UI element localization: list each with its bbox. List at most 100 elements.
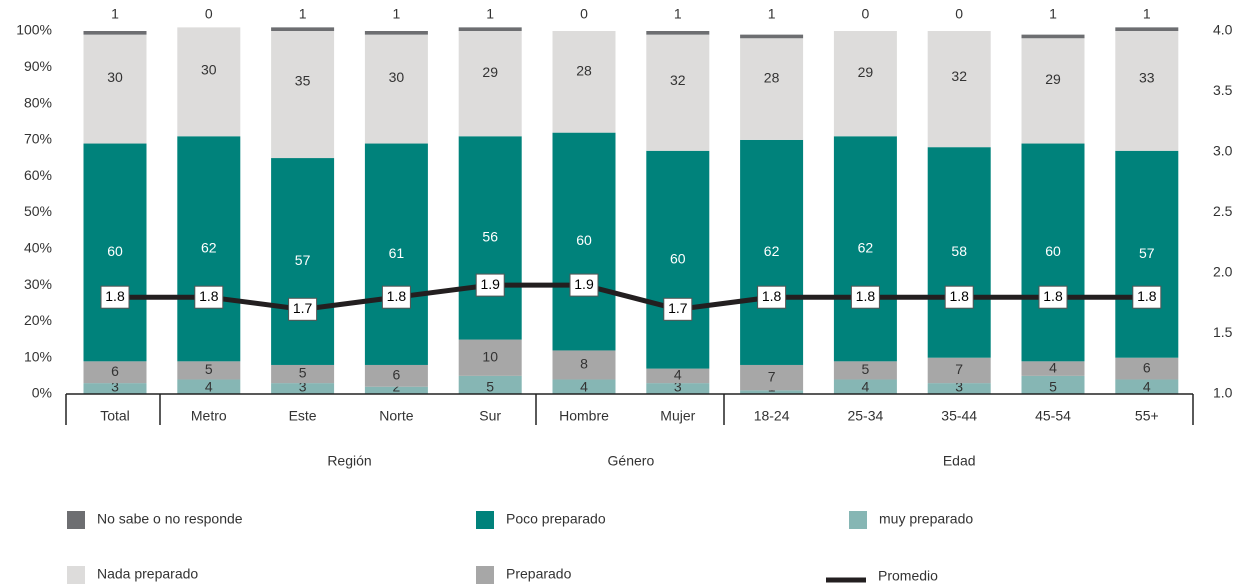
data-label: 57 (1139, 245, 1155, 261)
bar-segment (458, 375, 522, 394)
line-label: 1.9 (574, 276, 594, 292)
legend-swatch (67, 566, 85, 584)
bar-segment (458, 136, 522, 340)
bar-segment (177, 361, 241, 380)
data-label: 0 (205, 6, 213, 22)
line-label-box (757, 285, 787, 309)
line-label-box (475, 273, 505, 297)
line-label-box (663, 297, 693, 321)
bar-segment (364, 34, 428, 144)
y-tick-label: 50% (24, 203, 52, 219)
y-tick-label: 30% (24, 276, 52, 292)
data-label: 5 (1049, 379, 1057, 395)
y-tick-label: 10% (24, 348, 52, 364)
line-label: 1.8 (949, 288, 969, 304)
line-label: 1.8 (856, 288, 876, 304)
data-label: 5 (205, 361, 213, 377)
group-label: Género (608, 453, 655, 469)
line-label: 1.8 (105, 288, 125, 304)
data-label: 1 (768, 6, 776, 22)
legend-label: Preparado (506, 566, 572, 582)
data-label: 5 (486, 379, 494, 395)
data-label: 60 (1045, 243, 1061, 259)
y-tick-label: 0% (32, 385, 52, 401)
legend-label: muy preparado (879, 511, 973, 527)
data-label: 32 (670, 72, 686, 88)
y-tick-label: 60% (24, 167, 52, 183)
bar-segment (927, 383, 991, 394)
y-tick-label: 100% (16, 22, 52, 38)
bar-segment (458, 339, 522, 376)
x-tick-label: 25-34 (847, 408, 883, 424)
bar-segment (177, 136, 241, 362)
data-label: 1 (299, 6, 307, 22)
data-label: 4 (1143, 379, 1151, 395)
data-label: 4 (674, 367, 682, 383)
bar-segment (364, 386, 428, 394)
bar-segment (646, 31, 710, 35)
data-label: 3 (674, 379, 682, 395)
bar-segment (1021, 361, 1085, 376)
data-label: 35 (295, 73, 311, 89)
line-label-box (944, 285, 974, 309)
data-label: 1 (486, 6, 494, 22)
line-label-box (100, 285, 130, 309)
group-label: Región (327, 453, 371, 469)
x-tick-label: Norte (379, 408, 413, 424)
data-label: 56 (482, 229, 498, 245)
data-label: 5 (299, 365, 307, 381)
bar-segment (646, 34, 710, 151)
bar-segment (364, 143, 428, 365)
bar-segment (646, 150, 710, 369)
y2-tick-label: 2.0 (1213, 264, 1233, 280)
x-tick-label: 45-54 (1035, 408, 1071, 424)
data-label: 6 (111, 363, 119, 379)
x-tick-label: Metro (191, 408, 227, 424)
data-label: 0 (580, 6, 588, 22)
data-label: 3 (111, 379, 119, 395)
line-label-box (850, 285, 880, 309)
line-label: 1.8 (199, 288, 219, 304)
legend-label: Poco preparado (506, 511, 606, 527)
bar-segment (552, 31, 616, 133)
data-label: 4 (862, 379, 870, 395)
data-label: 1 (1143, 6, 1151, 22)
bar-segment (1021, 38, 1085, 144)
data-label: 6 (393, 367, 401, 383)
bar-segment (1021, 375, 1085, 394)
legend-swatch (476, 511, 494, 529)
legend-swatch (67, 511, 85, 529)
data-label: 60 (670, 250, 686, 266)
line-label-box (381, 285, 411, 309)
bar-segment (552, 350, 616, 380)
x-tick-label: 18-24 (754, 408, 790, 424)
x-tick-label: Total (100, 408, 130, 424)
bar-segment (552, 132, 616, 351)
legend-label: Promedio (878, 568, 938, 584)
data-label: 30 (107, 69, 123, 85)
x-tick-label: 55+ (1135, 408, 1159, 424)
legend-label: Nada preparado (97, 566, 198, 582)
data-label: 4 (1049, 359, 1057, 375)
bar-segment (83, 31, 147, 35)
data-label: 1 (1049, 6, 1057, 22)
bar-segment (458, 27, 522, 31)
line-label-box (288, 297, 318, 321)
data-label: 7 (955, 361, 963, 377)
line-label: 1.9 (480, 276, 500, 292)
x-tick-label: Hombre (559, 408, 609, 424)
bar-segment (1115, 150, 1179, 358)
bar-segment (646, 383, 710, 394)
y2-tick-label: 3.5 (1213, 82, 1233, 98)
y-tick-label: 70% (24, 131, 52, 147)
bar-segment (833, 136, 897, 362)
bar-segment (1021, 143, 1085, 362)
bar-segment (177, 27, 241, 137)
bar-segment (1115, 357, 1179, 380)
line-label: 1.8 (762, 288, 782, 304)
bar-segment (740, 139, 804, 365)
data-label: 1 (393, 6, 401, 22)
y-tick-label: 90% (24, 58, 52, 74)
bar-segment (271, 31, 335, 159)
x-tick-label: 35-44 (941, 408, 977, 424)
